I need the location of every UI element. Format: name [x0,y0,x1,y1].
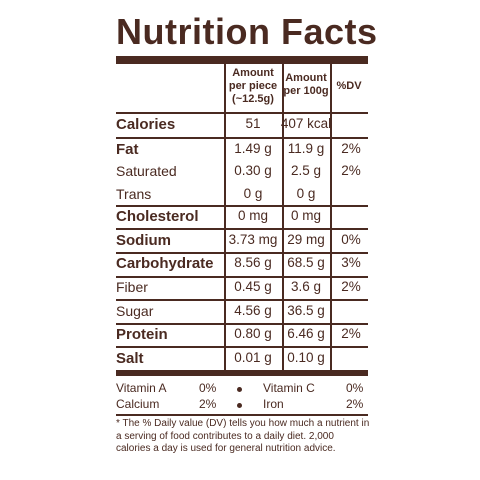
iron-label: Iron [263,397,284,411]
row-label: Fiber [116,279,148,295]
per-100g-value: 29 mg [287,232,325,247]
vitamin-a-dv: 0% [199,381,217,395]
title-rule [116,56,368,64]
per-piece-value: 1.49 g [234,141,272,156]
header-divider [116,112,368,114]
per-piece-value: 4.56 g [234,303,272,318]
dv-value: 0% [341,232,361,247]
page-title: Nutrition Facts [116,11,378,52]
per-100g-value: 0 mg [290,208,321,223]
row-label: Protein [116,326,168,343]
footnote: * The % Daily value (DV) tells you how m… [116,418,370,454]
row-divider [116,276,368,278]
per-piece-value: 0.80 g [234,326,272,341]
per-100g-value: 11.9 g [287,141,325,156]
per-100g-value: 6.46 g [287,326,325,341]
vitamin-c-dv: 0% [346,381,364,395]
per-100g-value: 0.10 g [287,350,325,365]
per-piece-value: 0.01 g [234,350,272,365]
per-piece-value: 51 [245,116,261,131]
per-100g-value: 36.5 g [287,303,325,318]
per-100g-value: 68.5 g [287,255,325,270]
per-piece-value: 3.73 mg [228,232,278,247]
per-piece-value: 0.45 g [234,279,272,294]
vitamin-c-label: Vitamin C [263,381,315,395]
per-piece-value: 0 g [243,186,263,201]
dv-value: 3% [341,255,361,270]
row-label: Carbohydrate [116,255,214,272]
column-header-dv: %DV [336,80,362,92]
row-divider [116,299,368,301]
per-piece-value: 0 mg [237,208,268,223]
row-divider [116,137,368,139]
bullet-icon [237,387,242,392]
footnote-rule [116,414,368,416]
row-label: Trans [116,186,152,202]
dv-value: 2% [341,163,361,178]
row-label: Saturated [116,163,177,179]
dv-value: 2% [341,141,361,156]
row-divider [116,205,368,207]
row-divider [116,370,368,372]
column-header-per-piece: Amount per piece (~12.5g) [228,67,278,105]
column-divider [282,64,284,371]
row-label: Sodium [116,232,171,249]
per-100g-value: 3.6 g [290,279,322,294]
per-100g-value: 2.5 g [290,163,322,178]
dv-value: 2% [341,326,361,341]
column-divider [224,64,226,371]
per-piece-value: 8.56 g [234,255,272,270]
row-label: Salt [116,350,144,367]
row-divider [116,346,368,348]
row-label: Calories [116,116,176,133]
bullet-icon [237,403,242,408]
row-label: Fat [116,141,139,158]
calcium-label: Calcium [116,397,160,411]
per-100g-value: 0 g [296,186,316,201]
section-rule [116,371,368,376]
iron-dv: 2% [346,397,364,411]
row-label: Cholesterol [116,208,199,225]
calcium-dv: 2% [199,397,217,411]
vitamin-a-label: Vitamin A [116,381,167,395]
dv-value: 2% [341,279,361,294]
column-header-per-100g: Amount per 100g [283,72,329,97]
per-piece-value: 0.30 g [234,163,272,178]
row-label: Sugar [116,303,154,319]
row-divider [116,228,368,230]
column-divider [330,64,332,371]
row-divider [116,323,368,325]
per-100g-value: 407 kcal [280,116,332,131]
row-divider [116,252,368,254]
